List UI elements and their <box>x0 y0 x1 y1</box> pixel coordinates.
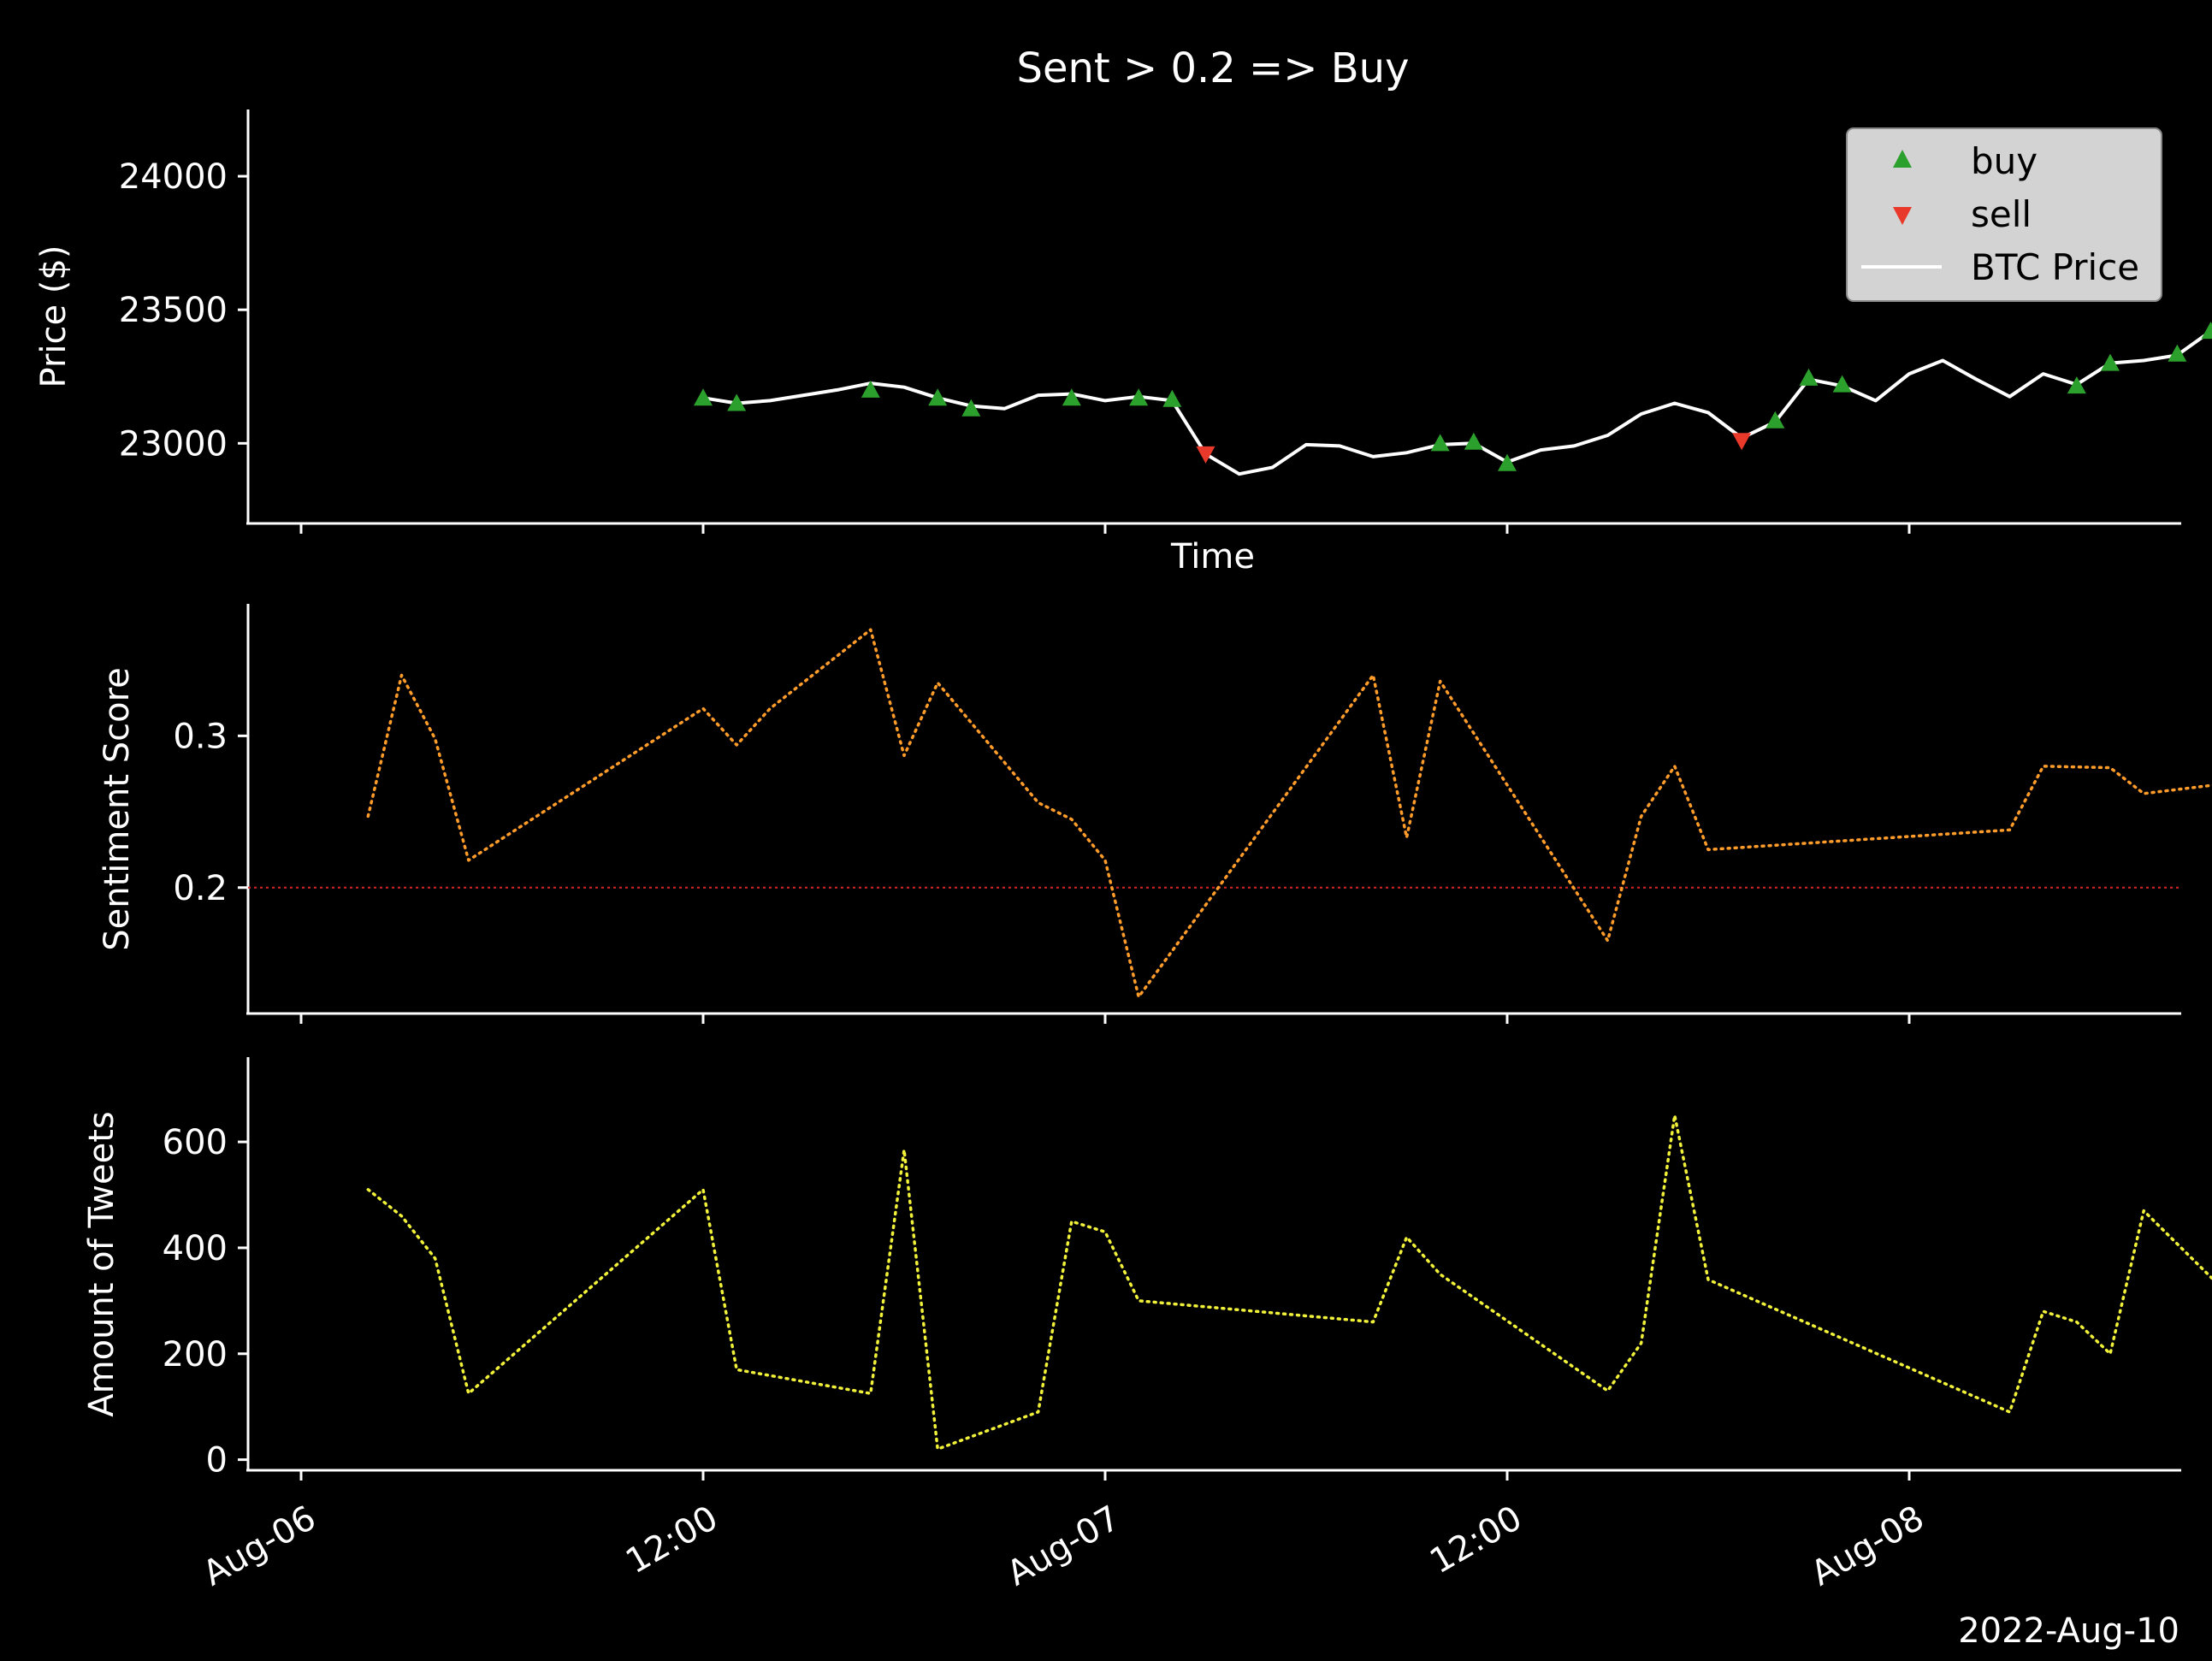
legend-buy-label: buy <box>1971 140 2038 182</box>
price-y-axis-label: Price ($) <box>34 245 74 388</box>
sentiment-y-axis-label: Sentiment Score <box>98 667 137 951</box>
y-tick-label: 23000 <box>119 424 228 464</box>
legend-box <box>1846 127 2162 302</box>
sell-marker <box>1732 433 1752 451</box>
y-tick-label: 24000 <box>119 157 228 197</box>
legend-sell-label: sell <box>1971 193 2032 235</box>
buy-marker <box>2067 376 2086 394</box>
y-tick-label: 0 <box>206 1441 228 1481</box>
buy-marker <box>727 393 747 411</box>
buy-marker <box>694 388 713 406</box>
buy-marker <box>961 399 981 417</box>
y-tick-label: 0.2 <box>173 869 228 908</box>
price-panel: 23000 23500 24000 Price ($) Time buy sell … <box>34 109 2212 576</box>
buy-marker <box>1799 368 1819 386</box>
y-tick-label: 400 <box>163 1229 228 1268</box>
buy-marker <box>2101 353 2120 371</box>
legend-buy-marker <box>1893 150 1912 168</box>
buy-marker <box>1464 432 1483 450</box>
buy-marker <box>2201 322 2212 340</box>
buy-marker <box>2168 344 2187 362</box>
btc-price-line <box>702 323 2212 476</box>
tweets-y-axis-label: Amount of Tweets <box>82 1111 121 1416</box>
buy-marker <box>1832 375 1852 393</box>
buy-marker <box>861 380 880 398</box>
legend-sell-marker <box>1893 207 1912 225</box>
y-tick-label: 200 <box>163 1335 228 1374</box>
buy-marker <box>1129 388 1149 406</box>
buy-marker <box>1430 434 1450 452</box>
buy-marker <box>1765 411 1785 429</box>
y-tick-label: 0.3 <box>173 717 228 756</box>
buy-marker <box>1498 453 1517 471</box>
y-tick-label: 600 <box>163 1123 228 1162</box>
y-tick-label: 23500 <box>119 291 228 330</box>
legend: buy sell BTC Price <box>1846 127 2162 302</box>
price-x-axis-label: Time <box>1170 537 1255 576</box>
buy-marker <box>1162 389 1182 407</box>
tweet-count-line <box>366 1114 2212 1451</box>
chart-title: Sent > 0.2 => Buy <box>1016 44 1409 92</box>
sentiment-panel: 0.2 0.3 Sentiment Score <box>98 604 2212 1024</box>
buy-marker <box>928 388 948 406</box>
date-annotation: 2022-Aug-10 <box>1958 1611 2179 1651</box>
sell-marker <box>1196 446 1215 464</box>
buy-marker <box>1062 388 1081 406</box>
legend-price-label: BTC Price <box>1971 246 2139 288</box>
sentiment-score-line <box>366 628 2212 999</box>
